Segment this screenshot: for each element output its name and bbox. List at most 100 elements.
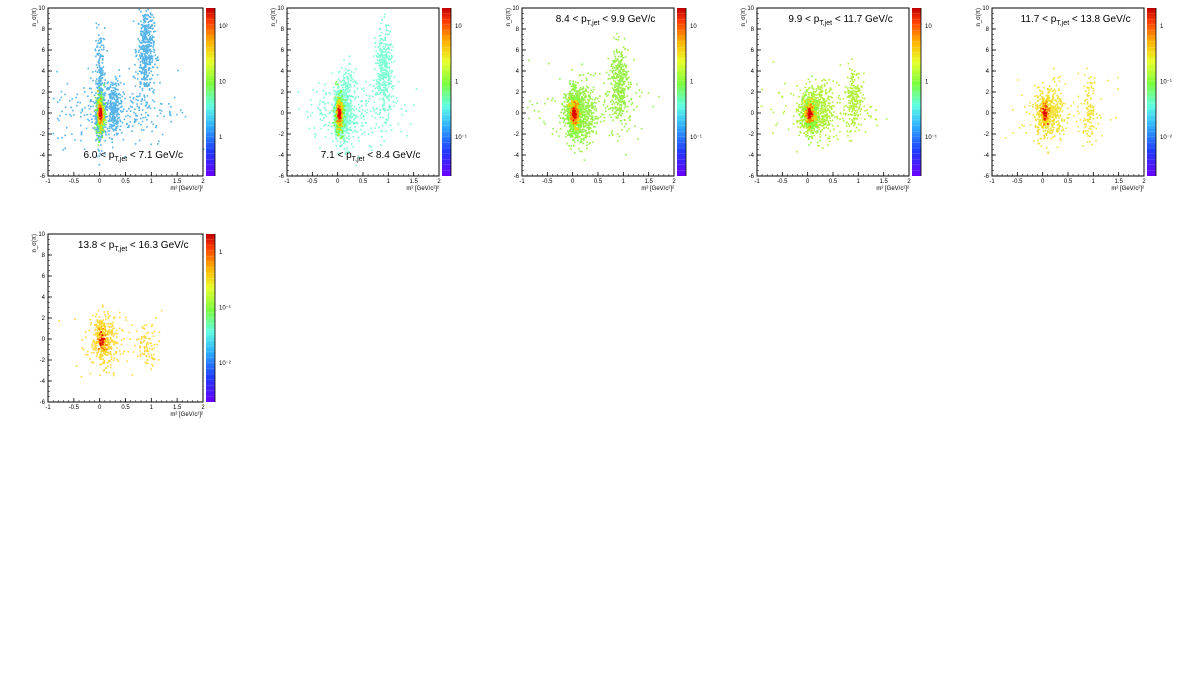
data-point — [375, 112, 377, 114]
data-point — [564, 111, 566, 113]
data-point — [153, 36, 155, 38]
data-point — [381, 19, 383, 21]
data-point — [348, 110, 351, 112]
data-point — [114, 116, 117, 119]
data-point — [342, 89, 345, 91]
data-point — [60, 96, 63, 99]
data-point — [143, 18, 145, 21]
data-point-core — [338, 124, 340, 127]
data-point — [340, 81, 343, 83]
data-point — [354, 125, 356, 128]
data-point — [389, 106, 392, 108]
data-point — [115, 85, 118, 87]
data-point — [387, 97, 390, 99]
colorbar-gradient — [206, 8, 215, 176]
data-point — [310, 104, 313, 106]
data-point — [344, 94, 346, 97]
y-axis-label: n_σ(π) — [32, 8, 38, 27]
data-point — [99, 57, 101, 59]
data-point — [325, 92, 328, 94]
data-point — [95, 128, 98, 131]
data-point — [346, 121, 349, 124]
data-point — [349, 83, 352, 86]
data-point — [52, 97, 55, 100]
data-point — [567, 93, 569, 95]
data-point — [139, 46, 141, 49]
data-point — [147, 21, 149, 23]
data-point — [140, 10, 142, 13]
data-point — [338, 145, 341, 147]
data-point-core — [341, 125, 344, 128]
data-point — [98, 52, 100, 55]
data-point — [141, 58, 144, 61]
data-point — [355, 164, 358, 167]
data-point — [99, 67, 102, 70]
data-point — [90, 100, 92, 102]
data-point — [148, 106, 150, 108]
data-point — [99, 138, 102, 140]
data-point — [104, 79, 106, 81]
data-point-core — [342, 121, 344, 124]
x-tick-label: 1 — [387, 179, 391, 185]
data-point — [99, 132, 101, 135]
data-point — [112, 117, 114, 119]
data-point — [580, 99, 582, 102]
data-point — [389, 31, 391, 33]
data-point — [384, 121, 386, 123]
data-point — [344, 134, 346, 137]
data-point — [108, 127, 111, 130]
data-point — [117, 125, 119, 127]
data-point — [382, 90, 385, 93]
data-point — [141, 70, 144, 72]
data-point — [349, 123, 352, 125]
data-point — [145, 56, 148, 58]
data-point — [346, 98, 348, 101]
data-point — [142, 78, 144, 80]
data-point — [170, 120, 172, 123]
data-point-core — [102, 124, 105, 126]
data-point — [354, 82, 357, 84]
data-point — [352, 135, 354, 138]
data-point-core — [99, 128, 102, 131]
data-point — [150, 25, 152, 28]
data-point — [138, 107, 140, 109]
data-point-core — [338, 116, 341, 119]
data-point — [349, 74, 351, 77]
data-point-core — [103, 115, 105, 118]
data-point — [374, 127, 376, 129]
data-point — [353, 105, 356, 108]
data-point — [318, 103, 321, 105]
data-point — [149, 16, 152, 18]
data-point — [76, 104, 78, 107]
data-point — [104, 153, 106, 155]
data-point — [80, 124, 82, 127]
data-point — [335, 91, 338, 94]
data-point — [341, 89, 344, 92]
data-point — [144, 16, 147, 18]
data-point — [104, 126, 107, 128]
data-point — [347, 96, 349, 98]
data-point — [96, 83, 99, 86]
data-point — [109, 116, 111, 118]
data-point-core — [103, 109, 106, 112]
data-point — [96, 132, 99, 134]
data-point — [373, 55, 375, 57]
data-point — [570, 95, 573, 97]
data-point — [388, 55, 391, 57]
data-point-core — [337, 96, 339, 99]
data-point-core — [341, 95, 344, 98]
data-point — [345, 127, 347, 129]
data-point — [361, 88, 363, 90]
data-point — [139, 56, 142, 58]
data-point — [347, 128, 350, 131]
data-point — [146, 49, 148, 52]
data-point — [381, 38, 384, 40]
data-point — [116, 80, 119, 82]
data-point — [114, 90, 117, 93]
data-point — [342, 82, 345, 85]
data-point — [149, 107, 152, 110]
data-point — [149, 78, 151, 81]
data-point — [319, 146, 321, 149]
data-point — [387, 95, 390, 98]
data-point-core — [332, 121, 335, 124]
